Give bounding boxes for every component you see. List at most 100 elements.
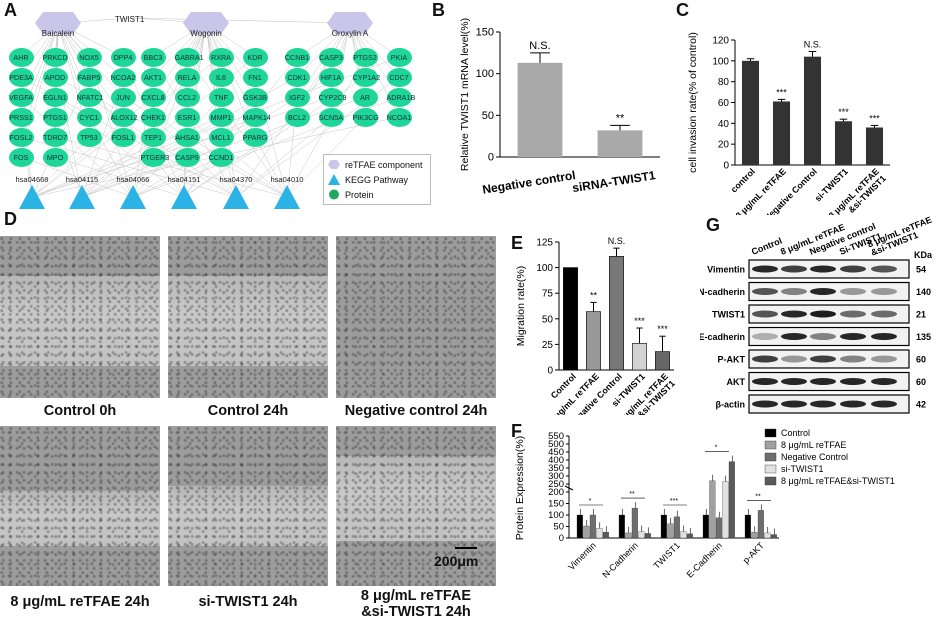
- bar: [680, 531, 687, 539]
- bar: [563, 267, 578, 371]
- category-label: control: [729, 166, 757, 194]
- axis-break: [564, 485, 574, 491]
- protein-node: NFATC1: [76, 87, 104, 107]
- significance-label: **: [590, 290, 598, 300]
- protein-band: [810, 310, 836, 318]
- protein-node: RXRA: [208, 47, 234, 67]
- y-tick-label: 40: [718, 119, 730, 130]
- pathway-label: hsa04668: [16, 175, 49, 184]
- legend-swatch: [764, 452, 777, 462]
- edge-line: [183, 116, 298, 198]
- bar: [589, 514, 596, 539]
- protein-node: FOS: [8, 147, 34, 167]
- y-axis-label: Relative TWIST1 mRNA level(%): [459, 18, 471, 171]
- protein-node: PDE3A: [8, 67, 34, 87]
- band-kda-label: 60: [916, 355, 926, 365]
- bar: [709, 480, 716, 539]
- significance-label: *: [715, 445, 718, 452]
- micrograph-caption: Control 0h: [43, 403, 117, 419]
- protein-band: [810, 288, 836, 295]
- bar: [686, 533, 693, 539]
- scratch-wound-area: [168, 486, 328, 546]
- pathway-node: [19, 185, 45, 209]
- panel-label-c: C: [676, 0, 689, 20]
- protein-node: AHR: [8, 47, 34, 67]
- protein-node: DPP4: [110, 47, 136, 67]
- bar: [609, 256, 624, 371]
- cell-texture: [0, 426, 160, 586]
- protein-band: [840, 333, 866, 340]
- protein-node: MAPK14: [242, 107, 271, 127]
- cell-texture: [336, 236, 496, 398]
- bar: [744, 514, 751, 539]
- significance-label: **: [755, 493, 761, 500]
- category-label: N-Cadherin: [600, 540, 640, 580]
- protein-band: [871, 265, 897, 273]
- y-axis-label: Migration rate(%): [515, 266, 527, 347]
- band-protein-label: P-AKT: [718, 355, 746, 365]
- protein-node: FOSL1: [110, 127, 136, 147]
- protein-node: HIF1A: [318, 67, 344, 87]
- significance-label: ***: [869, 113, 880, 123]
- protein-node: CCL2: [174, 87, 200, 107]
- protein-node: TDRD7: [42, 127, 68, 147]
- protein-node: GSK3B: [242, 87, 268, 107]
- significance-label: **: [629, 491, 635, 498]
- panel-label-f: F: [511, 421, 522, 441]
- protein-band: [871, 310, 897, 318]
- significance-label: N.S.: [608, 236, 626, 246]
- protein-node: PRKCD: [42, 47, 68, 67]
- y-tick-label: 100: [712, 56, 729, 67]
- y-tick-label: 0: [488, 152, 494, 164]
- bar: [597, 130, 643, 157]
- cell-texture: [0, 236, 160, 398]
- bar: [596, 528, 603, 539]
- protein-node: NCOA2: [110, 67, 136, 87]
- y-tick-label: 300: [548, 471, 564, 482]
- protein-band: [752, 400, 778, 408]
- bar: [772, 101, 791, 165]
- protein-node: FABP5: [76, 67, 102, 87]
- protein-band: [840, 310, 866, 318]
- protein-node: CCND1: [208, 147, 234, 167]
- protein-band: [781, 310, 807, 318]
- protein-band: [781, 378, 807, 385]
- bar: [632, 343, 647, 371]
- micrograph-image: [0, 426, 160, 586]
- edge-line: [186, 56, 288, 198]
- protein-node: APOD: [42, 67, 68, 87]
- edge-line: [183, 56, 298, 198]
- pathway-label: hsa04370: [220, 175, 253, 184]
- edge-line: [235, 116, 332, 198]
- band-protein-label: Vimentin: [707, 265, 745, 275]
- legend-swatch: [764, 476, 777, 486]
- protein-node: IL6: [208, 67, 234, 87]
- y-tick-label: 500: [548, 439, 564, 450]
- protein-node: BCL2: [284, 107, 310, 127]
- protein-node: MMP1: [208, 107, 234, 127]
- y-tick-label: 400: [548, 455, 564, 466]
- protein-node: RELA: [174, 67, 200, 87]
- protein-band: [840, 400, 866, 408]
- bar: [602, 532, 609, 539]
- legend-label: Control: [781, 428, 810, 438]
- y-tick-label: 80: [718, 77, 730, 88]
- legend-label: Negative Control: [781, 452, 848, 462]
- protein-node: SCN5A: [318, 107, 344, 127]
- protein-node: FN1: [242, 67, 268, 87]
- protein-band: [810, 355, 836, 363]
- significance-label: N.S.: [529, 40, 550, 52]
- protein-band: [871, 333, 897, 340]
- protein-band: [840, 288, 866, 295]
- y-tick-label: 120: [712, 36, 729, 47]
- compound-label: Baicalein: [42, 29, 74, 38]
- panel-label-e: E: [511, 233, 524, 253]
- y-tick-label: 50: [553, 522, 564, 533]
- edge-line: [54, 96, 185, 198]
- protein-node: CDC7: [386, 67, 412, 87]
- edge-line: [31, 136, 90, 198]
- protein-node: CASP9: [174, 147, 200, 167]
- pathway-label: hsa04010: [271, 175, 304, 184]
- protein-band: [810, 378, 836, 385]
